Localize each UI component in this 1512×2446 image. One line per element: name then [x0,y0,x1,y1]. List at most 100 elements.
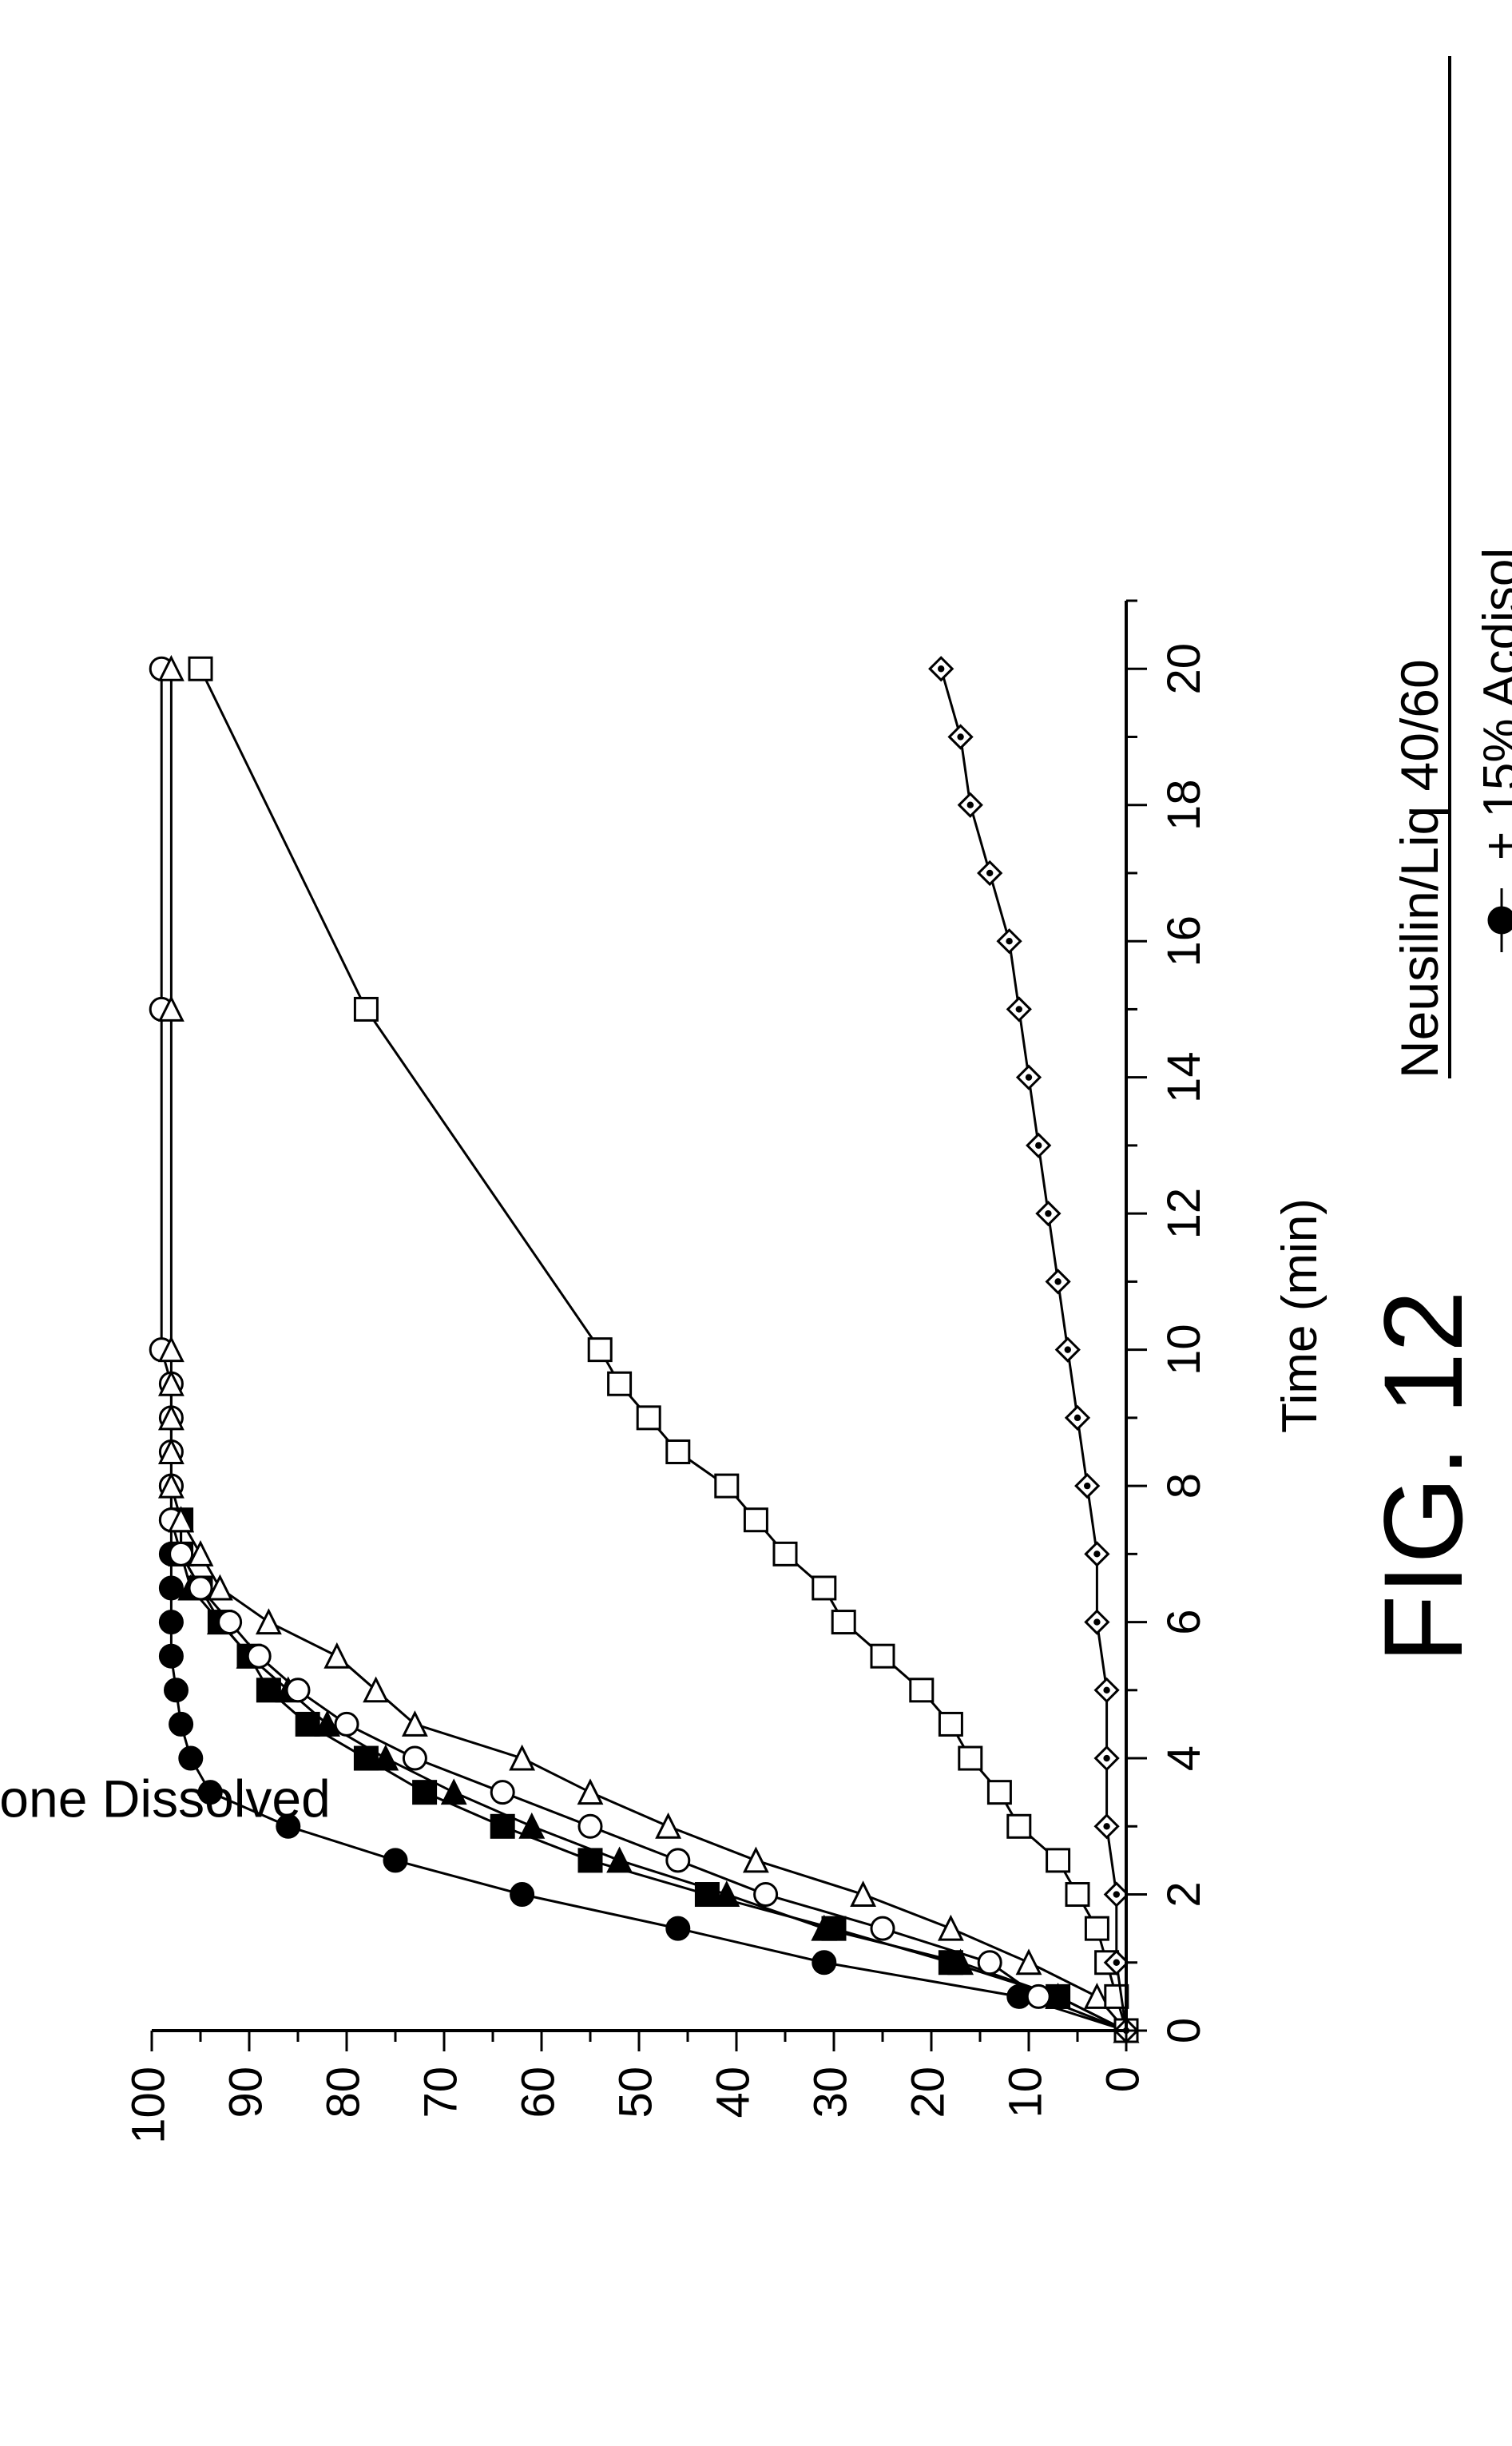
x-tick-label: 0 [1158,2018,1210,2043]
x-tick-label: 8 [1158,1473,1210,1499]
data-point [813,1577,835,1599]
data-point [491,1781,514,1804]
data-point [1096,1679,1118,1701]
data-point [160,1577,182,1599]
data-point-dot [986,870,993,876]
data-point [1085,1917,1108,1940]
data-point [998,930,1021,952]
data-point [165,1679,188,1701]
y-tick-label: 90 [220,2067,272,2118]
data-point-dot [1103,1687,1109,1694]
data-point-dot [1093,1551,1100,1557]
data-point [939,1713,962,1735]
data-point [930,657,952,680]
data-point [657,1815,680,1837]
data-point-dot [1065,1346,1071,1352]
data-point [813,1952,835,1974]
data-point [160,1611,182,1634]
data-point [744,1509,767,1531]
data-point [511,1747,534,1769]
data-point [1066,1407,1089,1429]
data-point-dot [1035,1142,1042,1149]
data-point [852,1884,875,1906]
data-point [1085,1611,1108,1634]
data-point-dot [1084,1483,1090,1489]
data-point [219,1611,241,1634]
x-tick-label: 20 [1158,643,1210,695]
data-point-dot [1093,1618,1100,1625]
data-point [939,1952,962,1974]
y-tick-label: 0 [1097,2067,1149,2092]
data-point [755,1884,777,1906]
data-point-dot [1103,1755,1109,1761]
data-point [511,1884,534,1906]
data-point [335,1713,358,1735]
y-axis-label: % Progesterone Dissolved [0,1769,331,1828]
legend-title: Neusilin/Liq 40/60 [1390,659,1449,1078]
data-point [609,1372,631,1395]
series-7 [930,657,1137,2042]
data-point [170,1543,192,1565]
x-tick-label: 10 [1158,1324,1210,1376]
plot-area [150,657,1137,2042]
data-point-dot [1113,1891,1120,1897]
legend: Neusilin/Liq 40/60 + 15% Acdisol+ 10% Ac… [1390,56,1512,1078]
y-tick-label: 50 [609,2067,661,2118]
data-point [384,1849,407,1872]
y-tick-label: 60 [512,2067,564,2118]
data-point [1096,1747,1118,1769]
data-point-dot [1054,1278,1061,1285]
data-point-dot [1026,1074,1032,1080]
data-point [1027,1134,1050,1157]
legend-entry: + 15% Acdisol [1474,548,1512,952]
data-point [988,1781,1010,1804]
y-tick-label: 40 [707,2067,759,2118]
data-point [579,1849,601,1872]
data-point [1096,1815,1118,1837]
x-tick-label: 4 [1158,1745,1210,1771]
data-point [667,1849,689,1872]
data-point-dot [967,802,974,808]
data-point [579,1815,601,1837]
data-point [1047,1270,1070,1292]
data-point [170,1713,192,1735]
data-point [667,1917,689,1940]
data-point [871,1917,894,1940]
data-point-dot [1113,1960,1120,1966]
data-point [744,1849,767,1872]
legend-label: + 15% Acdisol [1474,548,1512,860]
data-point [257,1611,280,1634]
y-tick-label: 20 [902,2067,954,2118]
data-point [667,1440,689,1463]
x-axis: 02468101214161820 [1126,601,1210,2043]
data-point [579,1781,601,1804]
data-point [257,1679,280,1701]
data-point [911,1679,933,1701]
data-point [160,1645,182,1667]
data-point [296,1713,319,1735]
x-axis-label: Time (min) [1272,1198,1327,1433]
data-point [1076,1475,1098,1497]
data-point [1057,1339,1079,1361]
data-point [1008,1815,1030,1837]
data-point [832,1611,855,1634]
data-point [696,1884,718,1906]
data-point [1037,1202,1059,1225]
data-point [1018,1066,1040,1089]
data-point [978,1952,1001,1974]
data-point [950,725,972,748]
data-point [189,1577,212,1599]
data-point [1047,1849,1070,1872]
data-point [1489,907,1512,933]
data-point [491,1815,514,1837]
data-point [774,1543,796,1565]
data-point [978,862,1001,884]
data-point [1066,1884,1089,1906]
x-tick-label: 6 [1158,1609,1210,1634]
y-tick-label: 70 [415,2067,466,2118]
data-point [414,1781,436,1804]
x-tick-label: 16 [1158,915,1210,967]
data-point [1105,1985,1128,2007]
data-point [355,1747,377,1769]
x-tick-label: 12 [1158,1188,1210,1240]
